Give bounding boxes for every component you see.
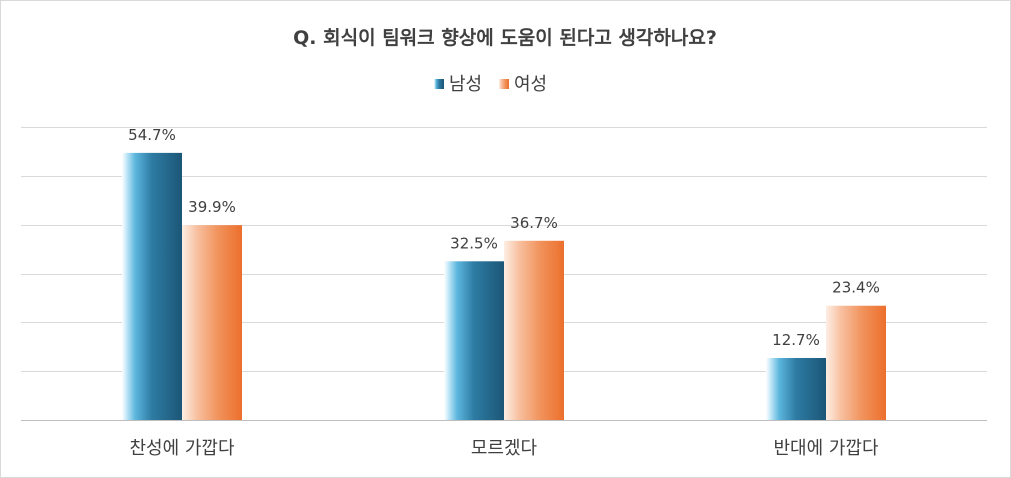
data-label-female-1: 36.7% [510,214,558,232]
bar-male-2 [766,357,826,420]
bar-female-0 [182,225,242,420]
data-label-male-1: 32.5% [450,234,498,252]
legend-label-female: 여성 [514,74,547,95]
chart-title: Q. 회식이 팀워크 향상에 도움이 된다고 생각하나요? [293,27,717,49]
category-label-2: 반대에 가깝다 [773,438,879,459]
category-label-1: 모르겠다 [471,438,538,459]
data-label-male-2: 12.7% [772,331,820,349]
legend: 남성 여성 [434,74,547,95]
bar-male-0 [122,152,182,421]
bars [122,152,886,421]
category-label-0: 찬성에 가깝다 [129,438,235,459]
bar-female-1 [504,240,564,420]
data-label-female-0: 39.9% [188,198,236,216]
category-labels: 찬성에 가깝다 모르겠다 반대에 가깝다 [129,438,879,459]
bar-female-2 [826,305,886,420]
legend-label-male: 남성 [449,74,482,95]
legend-swatch-male [434,79,444,89]
data-label-male-0: 54.7% [128,126,176,144]
data-label-female-2: 23.4% [832,279,880,297]
data-labels: 54.7% 39.9% 32.5% 36.7% 12.7% 23.4% [128,126,880,349]
legend-swatch-female [499,79,509,89]
bar-male-1 [444,261,504,420]
